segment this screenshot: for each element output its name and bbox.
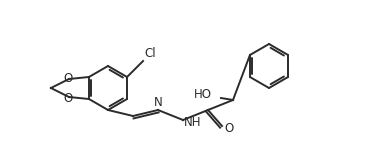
Text: N: N [154,96,162,109]
Text: O: O [63,91,73,104]
Text: HO: HO [194,89,212,102]
Text: NH: NH [184,116,201,128]
Text: O: O [224,121,233,134]
Text: Cl: Cl [144,47,156,60]
Text: O: O [63,72,73,84]
